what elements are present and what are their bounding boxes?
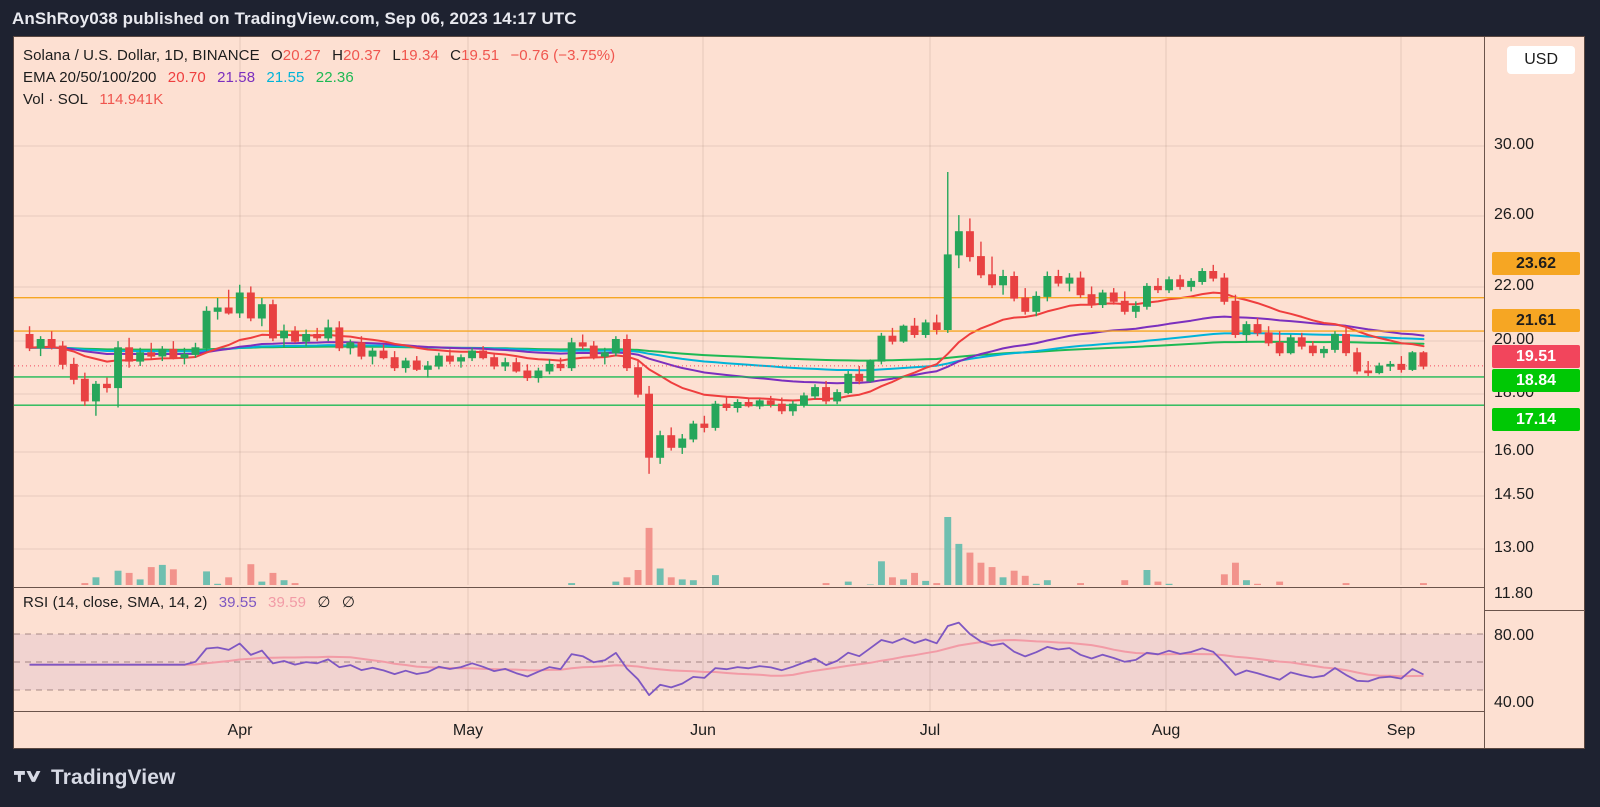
price-tick-label: 26.00 bbox=[1494, 206, 1535, 223]
price-tick-label: 14.50 bbox=[1494, 486, 1535, 503]
volume-legend[interactable]: Vol · SOL 114.941K bbox=[23, 91, 163, 108]
rsi-pane[interactable] bbox=[14, 587, 1484, 711]
tradingview-wordmark: TradingView bbox=[51, 766, 176, 789]
rsi-tick-label: 40.00 bbox=[1494, 694, 1535, 711]
attribution-bar: AnShRoy038 published on TradingView.com,… bbox=[0, 0, 1600, 38]
ema20-value: 20.70 bbox=[167, 69, 206, 86]
low-value: 19.34 bbox=[400, 47, 439, 64]
footer-bar: TradingView bbox=[0, 749, 1600, 807]
price-pane[interactable] bbox=[14, 37, 1484, 585]
price-badge-orange[interactable]: 21.61 bbox=[1492, 309, 1580, 332]
open-value: 20.27 bbox=[282, 47, 321, 64]
price-badge-green[interactable]: 17.14 bbox=[1492, 408, 1580, 431]
rsi-tick-label: 80.00 bbox=[1494, 627, 1535, 644]
time-axis-label: Jun bbox=[690, 722, 716, 739]
close-label: C bbox=[450, 47, 462, 64]
ema-title: EMA 20/50/100/200 bbox=[23, 69, 157, 86]
time-axis[interactable]: Apr May Jun Jul Aug Sep bbox=[14, 711, 1484, 748]
ema200-value: 22.36 bbox=[315, 69, 354, 86]
rsi-legend[interactable]: RSI (14, close, SMA, 14, 2) 39.55 39.59 … bbox=[23, 593, 355, 611]
rsi-title: RSI (14, close, SMA, 14, 2) bbox=[23, 594, 208, 611]
symbol-title: Solana / U.S. Dollar, 1D, BINANCE bbox=[23, 47, 260, 64]
time-axis-label: Aug bbox=[1151, 722, 1181, 739]
rsi-value: 39.55 bbox=[218, 594, 257, 611]
time-axis-label: May bbox=[452, 722, 484, 739]
time-axis-label: Jul bbox=[919, 722, 941, 739]
high-label: H bbox=[332, 47, 344, 64]
change-value: −0.76 (−3.75%) bbox=[510, 47, 616, 64]
time-axis-label: Apr bbox=[227, 722, 253, 739]
price-chart-canvas[interactable] bbox=[14, 37, 1484, 585]
price-tick-label: 22.00 bbox=[1494, 277, 1535, 294]
rsi-extra-2: ∅ bbox=[341, 594, 355, 611]
rsi-chart-canvas[interactable] bbox=[14, 588, 1484, 711]
price-tick-label: 30.00 bbox=[1494, 136, 1535, 153]
price-scale[interactable]: USD 30.00 26.00 22.00 20.00 18.00 16.00 14.50 1… bbox=[1484, 37, 1585, 748]
volume-value: 114.941K bbox=[99, 91, 164, 108]
tradingview-logo-icon bbox=[14, 769, 42, 787]
high-value: 20.37 bbox=[343, 47, 382, 64]
price-badge-green[interactable]: 18.84 bbox=[1492, 369, 1580, 392]
price-tick-label: 20.00 bbox=[1494, 331, 1535, 348]
price-badge-orange[interactable]: 23.62 bbox=[1492, 252, 1580, 275]
chart-container[interactable]: Solana / U.S. Dollar, 1D, BINANCE O20.27… bbox=[13, 36, 1585, 749]
symbol-legend[interactable]: Solana / U.S. Dollar, 1D, BINANCE O20.27… bbox=[23, 47, 615, 64]
currency-pill[interactable]: USD bbox=[1507, 46, 1575, 74]
ema-legend[interactable]: EMA 20/50/100/200 20.70 21.58 21.55 22.3… bbox=[23, 69, 354, 86]
price-tick-label: 16.00 bbox=[1494, 442, 1535, 459]
volume-title: Vol · SOL bbox=[23, 91, 89, 108]
price-tick-label: 11.80 bbox=[1494, 585, 1533, 602]
ema100-value: 21.55 bbox=[266, 69, 305, 86]
low-label: L bbox=[392, 47, 401, 64]
price-tick-label: 13.00 bbox=[1494, 539, 1535, 556]
attribution-text: AnShRoy038 published on TradingView.com,… bbox=[12, 9, 577, 28]
time-axis-label: Sep bbox=[1386, 722, 1416, 739]
close-value: 19.51 bbox=[461, 47, 500, 64]
rsi-sma-value: 39.59 bbox=[268, 594, 307, 611]
scale-separator bbox=[1485, 610, 1585, 611]
open-label: O bbox=[271, 47, 283, 64]
price-badge-red[interactable]: 19.51 bbox=[1492, 345, 1580, 368]
rsi-extra-1: ∅ bbox=[317, 594, 331, 611]
ema50-value: 21.58 bbox=[217, 69, 256, 86]
